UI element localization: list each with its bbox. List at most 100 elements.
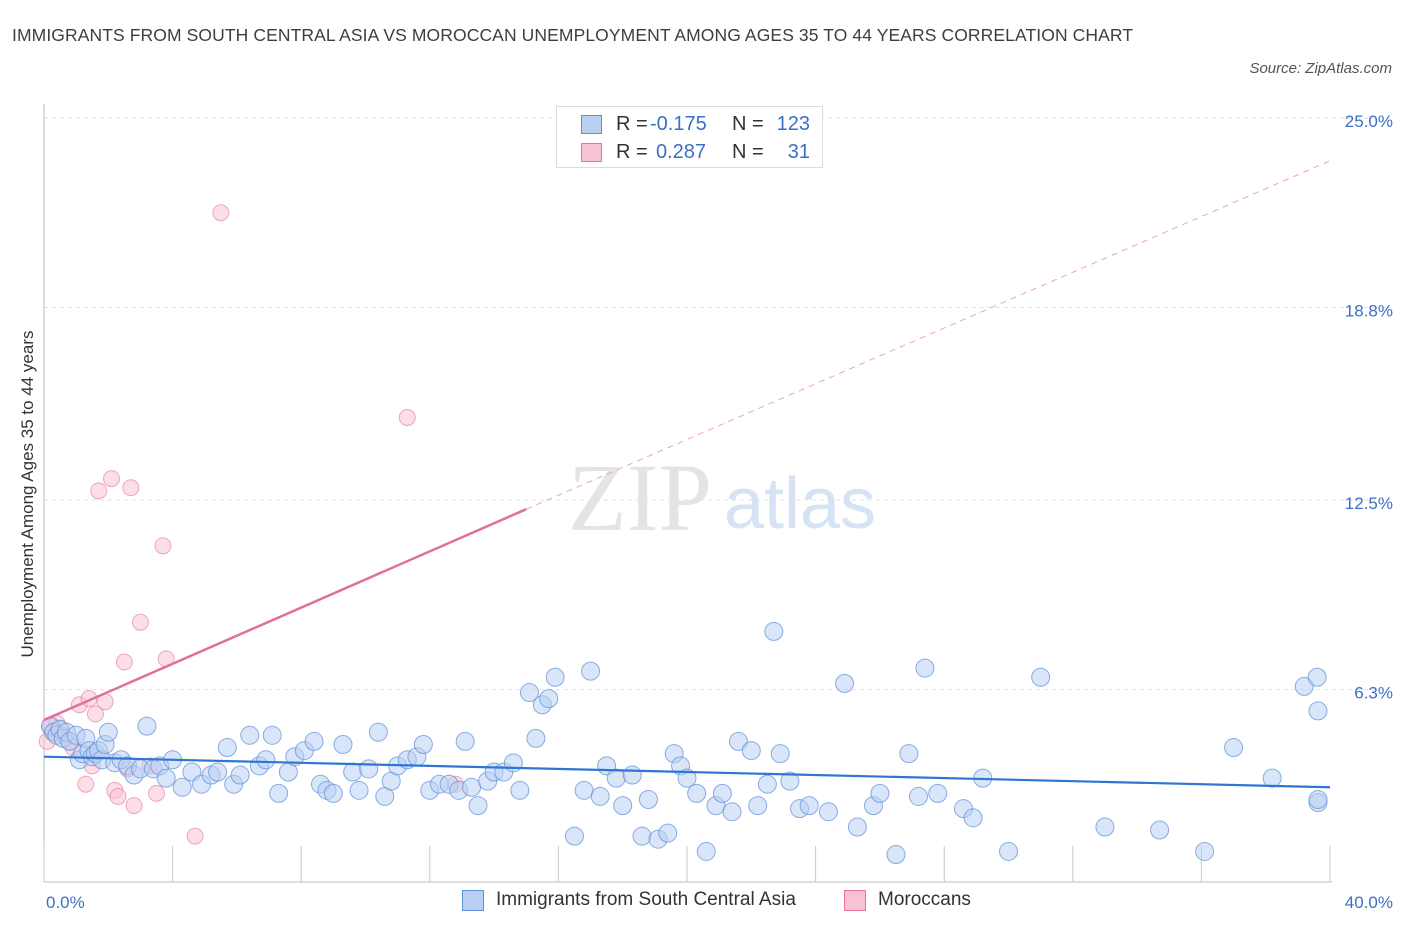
south-central-asia-point [658,823,678,843]
south-central-asia-point [343,762,363,782]
south-central-asia-point [333,734,353,754]
south-central-asia-point [886,844,906,864]
legend-n-label: N = [732,112,764,135]
south-central-asia-point [455,731,475,751]
south-central-asia-point [757,774,777,794]
chart-title: IMMIGRANTS FROM SOUTH CENTRAL ASIA VS MO… [12,25,1134,45]
south-central-asia-point [1262,768,1282,788]
south-central-asia-point [590,786,610,806]
watermark: ZIP atlas [568,444,876,551]
south-central-asia-point [728,731,748,751]
y-tick-label: 25.0% [1345,112,1393,131]
moroccans-point [154,537,172,555]
south-central-asia-point [581,661,601,681]
watermark-atlas: atlas [724,464,876,544]
south-central-asia-point [1308,789,1328,809]
south-central-asia-point [1195,841,1215,861]
south-central-asia-point [870,783,890,803]
legend-r-value: -0.175 [650,112,707,135]
south-central-asia-point [413,734,433,754]
south-central-asia-point [545,667,565,687]
grid-lines [44,117,1390,690]
south-central-asia-point [217,738,237,758]
legend-r-value: 0.287 [656,140,707,163]
moroccans-point [109,787,127,805]
south-central-asia-point [722,802,742,822]
moroccans-point [131,613,149,631]
south-central-asia-point [359,759,379,779]
south-central-asia-point [799,796,819,816]
south-central-asia-point [98,722,118,742]
south-central-asia-point [835,673,855,693]
south-central-asia-point [613,796,633,816]
south-central-asia-point [519,683,539,703]
south-central-asia-point [462,777,482,797]
south-central-asia-point [468,796,488,816]
south-central-asia-point [208,762,228,782]
south-central-asia-point [323,783,343,803]
x-tick-label-max: 40.0% [1345,893,1393,912]
trend-line-moroccans-extended [526,160,1331,510]
south-central-asia-point [1307,667,1327,687]
south-central-asia-point [1095,817,1115,837]
legend-n-value: 31 [787,140,810,163]
bottom-legend-blue: Immigrants from South Central Asia [462,889,796,911]
trend-line-moroccans [43,508,527,722]
source-label: Source: ZipAtlas.com [1249,60,1392,77]
south-central-asia-point [230,765,250,785]
south-central-asia-point [156,768,176,788]
south-central-asia-point [1031,667,1051,687]
axes [43,104,1332,883]
legend-n-value: 123 [776,112,810,135]
south-central-asia-point [963,808,983,828]
legend-n-label: N = [732,140,764,163]
y-tick-label: 6.3% [1354,683,1393,702]
south-central-asia-point [172,777,192,797]
south-central-asia-point [606,768,626,788]
south-central-asia-point [928,783,948,803]
south-central-asia-points [40,621,1328,864]
south-central-asia-point [818,802,838,822]
south-central-asia-point [780,771,800,791]
watermark-zip: ZIP [568,444,712,551]
south-central-asia-point [908,786,928,806]
bottom-legend-swatch-blue [462,889,484,911]
south-central-asia-point [240,725,260,745]
tick-labels: 6.3% 12.5% 18.8% 25.0% 0.0% 40.0% [46,112,1393,912]
south-central-asia-point [696,841,716,861]
trend-lines [43,160,1331,789]
moroccans-point [90,482,108,500]
y-tick-label: 18.8% [1345,301,1393,320]
moroccans-point [212,204,230,222]
south-central-asia-point [638,789,658,809]
bottom-legend-swatch-pink [844,889,866,911]
south-central-asia-point [999,841,1018,861]
south-central-asia-point [526,728,546,748]
legend-swatch-pink [581,142,602,162]
south-central-asia-point [764,621,784,641]
south-central-asia-point [687,783,707,803]
moroccans-point [125,797,143,815]
south-central-asia-point [256,750,276,770]
south-central-asia-point [1150,820,1170,840]
bottom-legend-label-pink: Moroccans [878,889,971,910]
south-central-asia-point [915,658,935,678]
south-central-asia-point [574,780,594,800]
south-central-asia-point [262,725,282,745]
moroccans-point [148,784,166,802]
south-central-asia-point [622,765,642,785]
y-tick-label: 12.5% [1345,494,1393,513]
south-central-asia-point [899,744,919,764]
moroccans-point [77,775,95,793]
south-central-asia-point [1294,676,1314,696]
bottom-legend: Immigrants from South Central Asia Moroc… [0,889,1406,915]
south-central-asia-point [770,744,790,764]
legend-row-blue: R = -0.175 N = 123 [581,111,810,137]
south-central-asia-point [847,817,867,837]
legend-row-pink: R = 0.287 N = 31 [581,139,810,165]
south-central-asia-point [1224,738,1244,758]
legend-r-label: R = [616,112,648,135]
south-central-asia-point [564,826,584,846]
moroccans-point [398,408,416,426]
